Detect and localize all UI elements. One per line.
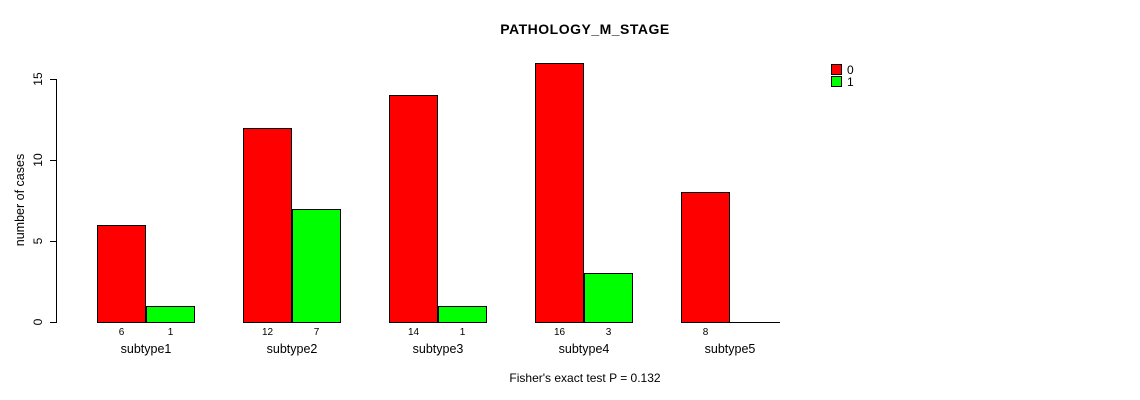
bar-value-label: 3 [605, 327, 612, 338]
bar-subtype5-series1-zero [730, 322, 780, 323]
stat-annotation: Fisher's exact test P = 0.132 [509, 371, 661, 385]
y-tick-label: 15 [31, 72, 45, 86]
bar-subtype4-series0 [535, 63, 584, 323]
legend-label: 1 [847, 75, 854, 90]
y-axis-tick [50, 160, 56, 161]
bar-value-label: 12 [261, 327, 274, 338]
chart-title: PATHOLOGY_M_STAGE [500, 21, 670, 37]
y-axis-tick [50, 322, 56, 323]
bar-subtype4-series1 [584, 273, 633, 323]
x-category-label: subtype3 [412, 342, 464, 356]
y-tick-label: 10 [31, 153, 45, 167]
x-category-label: subtype4 [558, 342, 610, 356]
bar-subtype2-series1 [292, 209, 341, 323]
x-category-label: subtype2 [266, 342, 318, 356]
x-category-label: subtype1 [120, 342, 172, 356]
bar-value-label: 1 [167, 327, 174, 338]
bar-subtype1-series1 [146, 306, 195, 323]
bar-subtype5-series0 [681, 192, 730, 323]
bar-subtype2-series0 [243, 128, 292, 323]
bar-value-label: 6 [118, 327, 125, 338]
legend-swatch-1 [831, 76, 842, 88]
bar-value-label: 14 [407, 327, 420, 338]
bar-subtype1-series0 [97, 225, 146, 323]
legend-swatch-0 [831, 64, 842, 75]
bar-value-label: 7 [313, 327, 320, 338]
y-tick-label: 0 [31, 318, 45, 326]
bar-subtype3-series1 [438, 306, 487, 323]
bar-value-label: 1 [459, 327, 466, 338]
y-axis-tick [50, 79, 56, 80]
y-axis-line [56, 79, 57, 323]
bar-value-label: 8 [702, 327, 709, 338]
y-tick-label: 5 [31, 237, 45, 245]
bar-subtype3-series0 [389, 95, 438, 323]
bar-value-label: 16 [553, 327, 566, 338]
legend-label: 0 [847, 63, 854, 77]
x-category-label: subtype5 [704, 342, 756, 356]
y-axis-tick [50, 241, 56, 242]
